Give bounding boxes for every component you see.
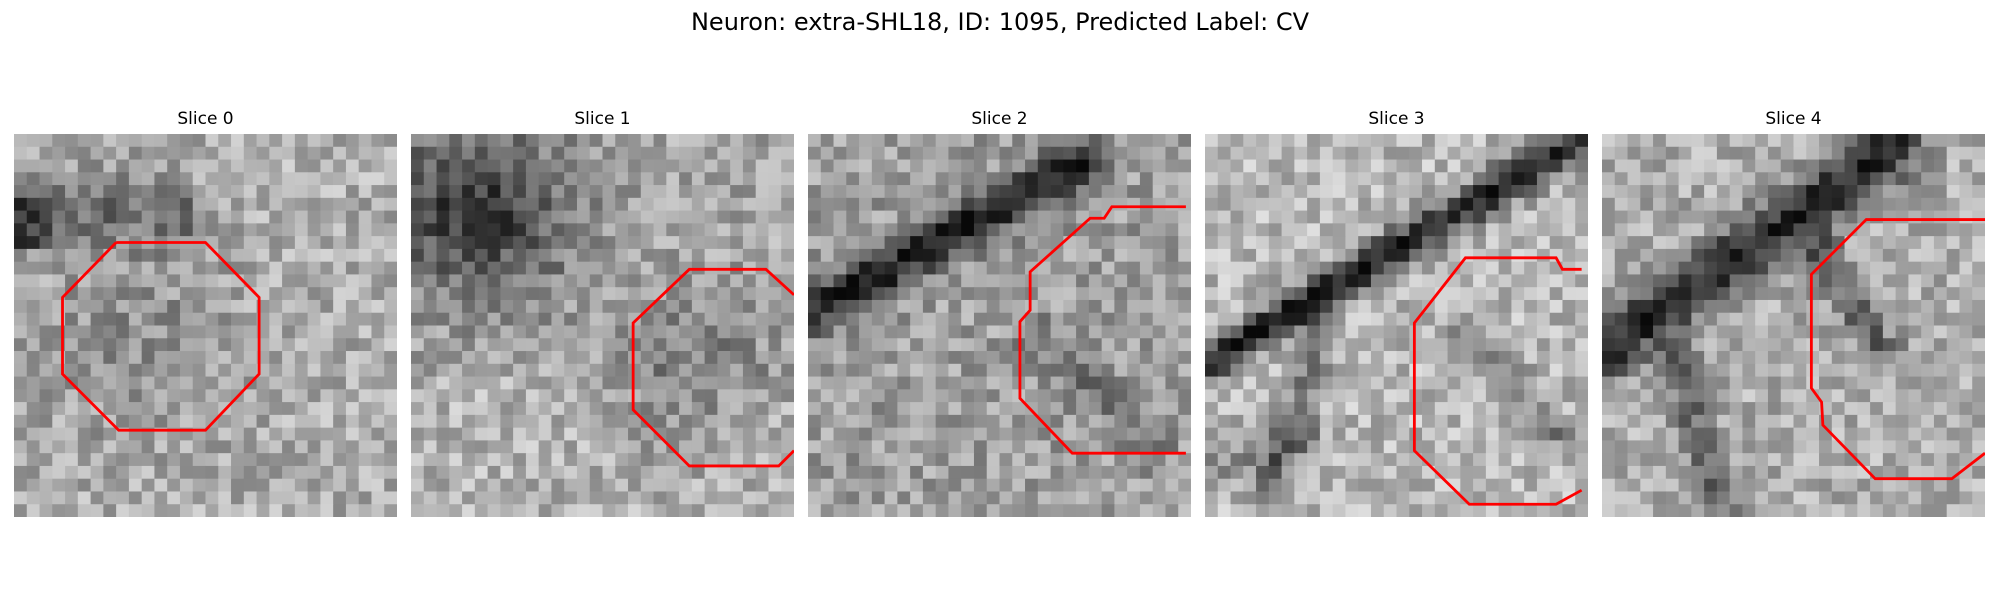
cell-contour-4	[1809, 218, 1985, 481]
slice-title-1: Slice 1	[574, 109, 631, 129]
cell-contour-1	[631, 267, 794, 468]
slice-title-3: Slice 3	[1368, 109, 1425, 129]
slice-panel-2: Slice 2	[808, 108, 1191, 517]
cell-contour-0	[61, 241, 261, 432]
slice-image-4	[1602, 134, 1985, 517]
slice-title-0: Slice 0	[177, 109, 234, 129]
slice-panel-0: Slice 0	[14, 108, 397, 517]
slice-image-0	[14, 134, 397, 517]
figure-title: Neuron: extra-SHL18, ID: 1095, Predicted…	[690, 8, 1310, 36]
slice-panel-1: Slice 1	[411, 108, 794, 517]
slice-image-2	[808, 134, 1191, 517]
cell-contour-2	[1018, 205, 1186, 455]
slice-image-1	[411, 134, 794, 517]
cell-contour-3	[1412, 256, 1583, 506]
slice-title-4: Slice 4	[1765, 109, 1822, 129]
slice-title-2: Slice 2	[971, 109, 1028, 129]
slice-panel-3: Slice 3	[1205, 108, 1588, 517]
slice-image-3	[1205, 134, 1588, 517]
slice-panel-4: Slice 4	[1602, 108, 1985, 517]
